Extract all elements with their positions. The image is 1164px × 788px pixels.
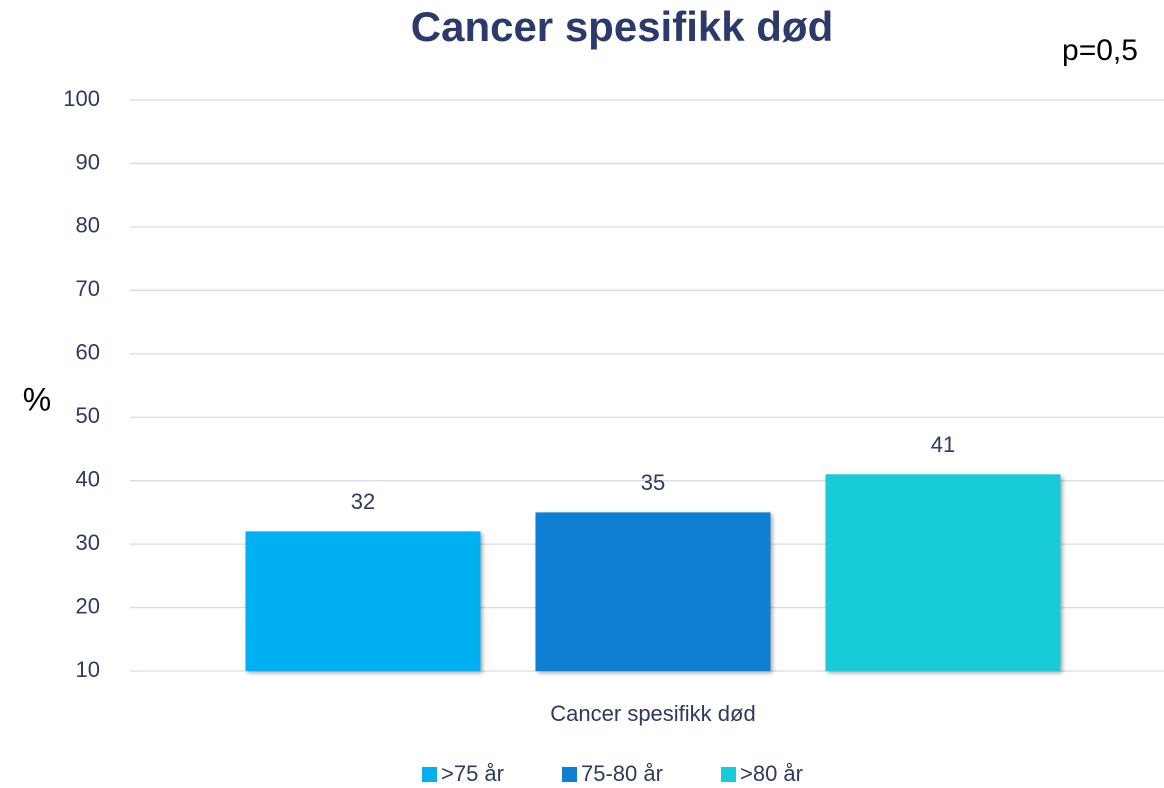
y-tick-label: 40 [76, 466, 100, 491]
y-tick-label: 50 [76, 403, 100, 428]
y-tick-label: 90 [76, 149, 100, 174]
legend-swatch [422, 767, 437, 782]
chart-title: Cancer spesifikk død [411, 3, 833, 50]
y-tick-label: 70 [76, 276, 100, 301]
legend-swatch [562, 767, 577, 782]
legend-label: >80 år [740, 761, 803, 786]
y-tick-label: 10 [76, 657, 100, 682]
data-label: 32 [351, 489, 375, 514]
y-tick-label: 30 [76, 530, 100, 555]
data-label: 41 [931, 432, 955, 457]
annotation: p=0,5 [1062, 34, 1138, 67]
bar [825, 474, 1061, 671]
y-tick-label: 100 [63, 86, 100, 111]
data-label: 35 [641, 470, 665, 495]
x-tick-label: Cancer spesifikk død [550, 701, 755, 726]
legend-label: >75 år [441, 761, 504, 786]
y-tick-label: 60 [76, 340, 100, 365]
bar [535, 512, 771, 671]
legend-label: 75-80 år [581, 761, 663, 786]
y-axis-label: % [23, 381, 51, 417]
legend-swatch [721, 767, 736, 782]
y-tick-label: 20 [76, 593, 100, 618]
bar [245, 531, 481, 671]
y-tick-label: 80 [76, 213, 100, 238]
